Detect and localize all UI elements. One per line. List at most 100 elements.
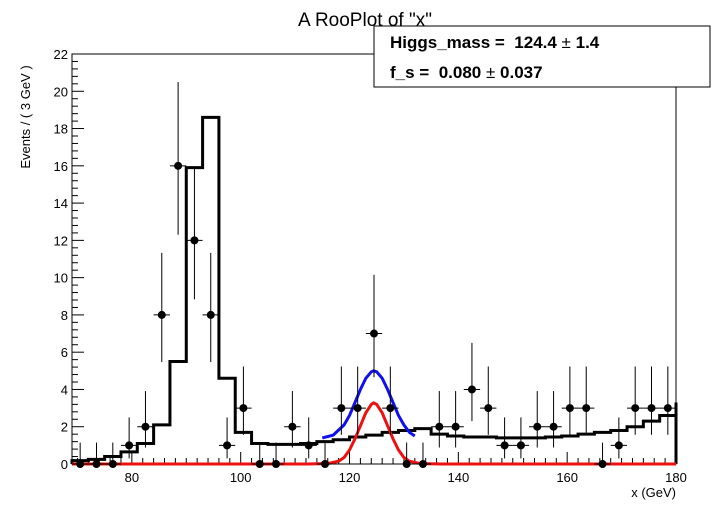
y-tick-label: 8 <box>61 308 68 323</box>
data-marker <box>206 310 215 319</box>
data-marker <box>108 460 117 468</box>
higgs-mass-name: Higgs_mass <box>390 33 490 52</box>
data-point <box>169 81 187 235</box>
fit-stats-box: Higgs_mass = 124.4 ± 1.4 f_s = 0.080 ± 0… <box>373 25 711 88</box>
data-marker <box>321 460 330 468</box>
data-point <box>414 442 432 468</box>
data-point <box>120 417 138 459</box>
data-marker <box>631 404 640 413</box>
data-point <box>104 442 121 468</box>
data-point <box>431 391 448 448</box>
data-point <box>186 166 203 300</box>
y-tick-label: 2 <box>61 420 68 435</box>
higgs-mass-error: 1.4 <box>576 33 600 52</box>
data-marker <box>614 441 623 450</box>
data-point <box>496 417 513 459</box>
data-point <box>365 274 383 378</box>
data-point <box>333 366 350 435</box>
data-marker <box>549 422 558 431</box>
data-marker <box>272 460 281 468</box>
data-marker <box>223 441 232 450</box>
data-point <box>480 366 497 435</box>
data-marker <box>516 441 525 450</box>
fs-name: f_s <box>390 63 415 82</box>
data-point <box>382 366 399 435</box>
data-marker <box>467 385 476 394</box>
data-point <box>300 417 317 459</box>
y-tick-label: 18 <box>54 122 68 137</box>
y-axis: 0 2 4 6 8 10 12 14 16 18 20 22 <box>54 47 84 472</box>
data-marker <box>76 460 85 468</box>
y-tick-label: 12 <box>54 233 68 248</box>
x-tick-label: 80 <box>125 470 139 485</box>
x-axis: 80 100 120 140 160 180 <box>76 452 687 485</box>
data-points-layer <box>72 81 676 468</box>
y-tick-label: 0 <box>61 457 68 472</box>
x-tick-label: 100 <box>230 470 252 485</box>
data-marker <box>484 404 493 413</box>
data-point <box>643 366 660 435</box>
data-marker <box>402 460 411 468</box>
higgs-mass-label: Higgs_mass = 124.4 ± 1.4 <box>390 33 600 52</box>
y-tick-label: 10 <box>54 271 68 286</box>
data-marker <box>663 404 672 413</box>
data-point <box>137 391 154 448</box>
data-marker <box>92 460 101 468</box>
data-point <box>267 442 285 468</box>
data-point <box>659 366 676 435</box>
data-marker <box>125 441 134 450</box>
data-marker <box>190 236 199 245</box>
data-point <box>251 442 268 468</box>
y-tick-label: 20 <box>54 84 68 99</box>
data-point <box>316 442 334 468</box>
data-point <box>218 417 236 459</box>
x-tick-label: 160 <box>556 470 578 485</box>
x-axis-title: x (GeV) <box>631 485 676 500</box>
data-point <box>512 417 530 459</box>
data-point <box>153 252 170 363</box>
data-point <box>447 391 464 448</box>
fs-error: 0.037 <box>500 63 543 82</box>
data-marker <box>337 404 346 413</box>
data-marker <box>353 404 362 413</box>
data-point <box>284 391 301 448</box>
data-marker <box>174 161 183 170</box>
data-point <box>88 442 105 468</box>
signal-curve <box>72 401 676 466</box>
data-marker <box>304 441 313 450</box>
y-tick-label: 16 <box>54 159 68 174</box>
data-point <box>202 252 219 363</box>
total-model-curve <box>70 115 678 464</box>
x-tick-label: 140 <box>447 470 469 485</box>
data-marker <box>370 329 378 338</box>
data-marker <box>647 404 656 413</box>
y-tick-label: 6 <box>61 345 68 360</box>
data-point <box>235 366 252 435</box>
data-marker <box>141 422 150 431</box>
data-marker <box>255 460 264 468</box>
data-marker <box>386 404 395 413</box>
signal-plus-background-curve <box>321 369 416 440</box>
y-tick-label: 14 <box>54 196 68 211</box>
fs-label: f_s = 0.080 ± 0.037 <box>390 63 543 82</box>
data-marker <box>239 404 248 413</box>
data-marker <box>565 404 574 413</box>
data-marker <box>500 441 509 450</box>
x-tick-label: 180 <box>665 470 687 485</box>
data-point <box>463 342 481 422</box>
data-marker <box>598 460 607 468</box>
data-point <box>529 391 546 448</box>
x-tick-label: 120 <box>339 470 361 485</box>
data-point <box>545 391 562 448</box>
higgs-mass-value: 124.4 <box>514 33 557 52</box>
data-marker <box>435 422 444 431</box>
data-point <box>349 366 366 435</box>
data-point <box>72 442 89 468</box>
data-marker <box>418 460 427 468</box>
data-marker <box>157 310 166 319</box>
y-axis-title: Events / ( 3 GeV ) <box>18 65 33 168</box>
data-marker <box>451 422 460 431</box>
fit-stats-frame <box>373 25 711 88</box>
y-tick-label: 4 <box>61 382 68 397</box>
